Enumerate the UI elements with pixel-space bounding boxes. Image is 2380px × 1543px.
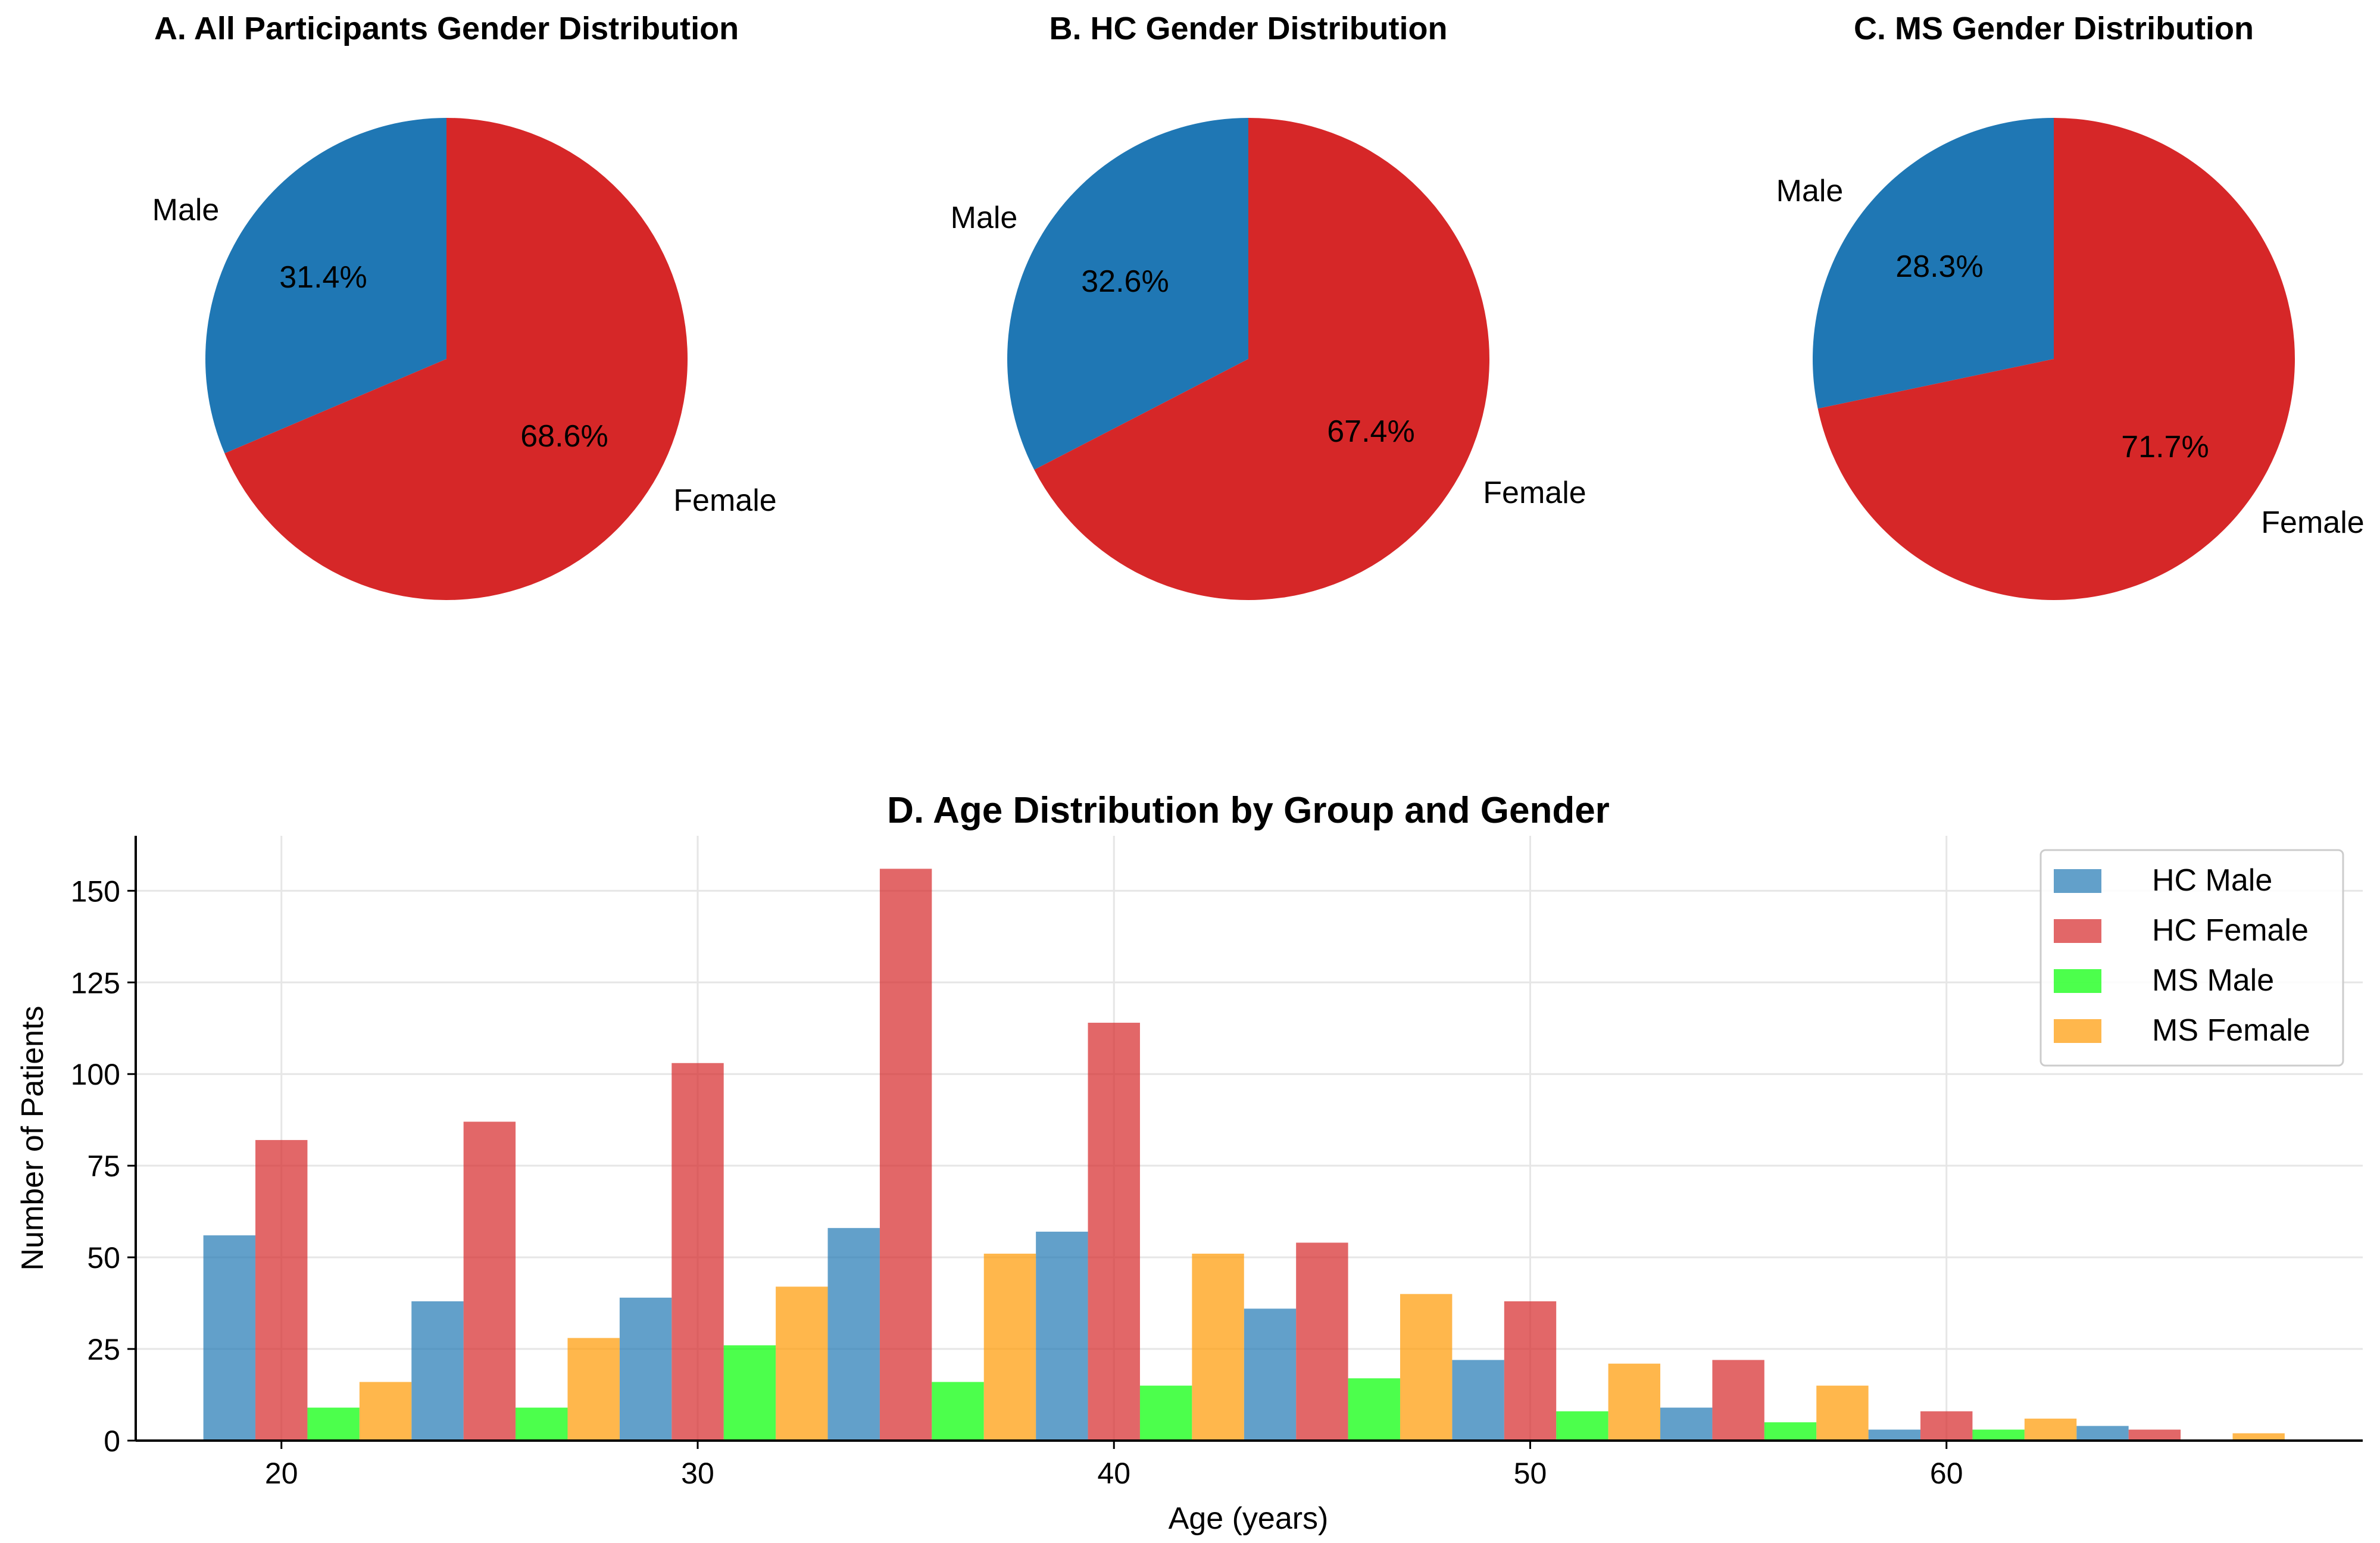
bar-hc-female bbox=[463, 1122, 516, 1441]
x-tick-label: 20 bbox=[265, 1457, 298, 1490]
legend-swatch bbox=[2054, 1019, 2101, 1043]
bar-ms-female bbox=[2232, 1433, 2285, 1441]
pie-percent-female: 67.4% bbox=[1327, 414, 1414, 449]
y-tick-label: 150 bbox=[71, 874, 120, 908]
bar-hc-male bbox=[411, 1301, 464, 1441]
bar-hc-female bbox=[1504, 1301, 1557, 1441]
bar-hc-male bbox=[1244, 1308, 1297, 1441]
bar-ms-female bbox=[1816, 1385, 1869, 1441]
pie-percent-male: 28.3% bbox=[1895, 249, 1983, 284]
bar-hc-male bbox=[203, 1235, 256, 1441]
pie-chart-ms: C. MS Gender Distribution Male Female 28… bbox=[1776, 11, 2365, 601]
bar-hc-female bbox=[255, 1140, 308, 1441]
pie-chart-hc: B. HC Gender Distribution Male Female 32… bbox=[951, 11, 1586, 600]
bar-hc-male bbox=[827, 1227, 880, 1441]
pie-label-female: Female bbox=[1483, 476, 1586, 510]
bar-ms-male bbox=[1348, 1378, 1400, 1441]
x-tick-label: 30 bbox=[681, 1457, 714, 1490]
chart-title: D. Age Distribution by Group and Gender bbox=[887, 790, 1610, 831]
bar-hc-male bbox=[1868, 1429, 1921, 1441]
bar-ms-female bbox=[983, 1253, 1036, 1441]
y-tick-label: 0 bbox=[104, 1425, 120, 1458]
pie-slice-male bbox=[1812, 118, 2054, 409]
age-distribution-bar-chart: D. Age Distribution by Group and Gender … bbox=[15, 790, 2363, 1536]
x-tick-label: 40 bbox=[1097, 1457, 1130, 1490]
pie-percent-female: 68.6% bbox=[520, 419, 608, 454]
y-tick-label: 75 bbox=[87, 1150, 120, 1183]
pie-label-male: Male bbox=[152, 193, 220, 227]
pie-label-male: Male bbox=[1776, 174, 1844, 208]
bar-ms-female bbox=[359, 1382, 412, 1441]
pie-title: B. HC Gender Distribution bbox=[1049, 11, 1447, 46]
legend-label: MS Female bbox=[2152, 1013, 2310, 1048]
legend-label: MS Male bbox=[2152, 963, 2274, 998]
legend: HC Male HC Female MS Male MS Female bbox=[2039, 849, 2344, 1067]
pie-title: C. MS Gender Distribution bbox=[1854, 11, 2254, 46]
x-tick-label: 50 bbox=[1514, 1457, 1547, 1490]
bar-ms-male bbox=[1556, 1411, 1608, 1441]
bar-hc-female bbox=[671, 1063, 724, 1441]
pie-chart-all-participants: A. All Participants Gender Distribution … bbox=[152, 11, 777, 601]
legend-swatch bbox=[2054, 969, 2101, 993]
legend-swatch bbox=[2054, 919, 2101, 943]
bar-hc-male bbox=[1660, 1407, 1713, 1441]
y-tick-label: 125 bbox=[71, 966, 120, 999]
bar-ms-female bbox=[1192, 1253, 1244, 1441]
bar-hc-female bbox=[1920, 1411, 1973, 1441]
pie-slice-female bbox=[1817, 118, 2295, 601]
bar-ms-male bbox=[723, 1345, 776, 1441]
bar-ms-female bbox=[1400, 1294, 1453, 1441]
legend-label: HC Female bbox=[2152, 913, 2309, 948]
bar-ms-male bbox=[1764, 1422, 1817, 1441]
pie-percent-male: 32.6% bbox=[1081, 264, 1169, 299]
bar-hc-female bbox=[1296, 1242, 1348, 1441]
bar-hc-male bbox=[2076, 1426, 2129, 1441]
y-axis-label: Number of Patients bbox=[15, 1005, 50, 1270]
y-ticks: 0 25 50 75 100 125 150 bbox=[71, 874, 136, 1458]
bar-hc-female bbox=[879, 869, 932, 1441]
pie-title: A. All Participants Gender Distribution bbox=[154, 11, 739, 46]
bars bbox=[203, 869, 2285, 1441]
legend-swatch bbox=[2054, 869, 2101, 893]
y-tick-label: 100 bbox=[71, 1058, 120, 1091]
pie-slice-female bbox=[1034, 118, 1489, 600]
x-tick-label: 60 bbox=[1930, 1457, 1963, 1490]
bar-ms-male bbox=[932, 1382, 984, 1441]
pie-slice-female bbox=[224, 118, 688, 601]
pie-slice-male bbox=[205, 118, 446, 454]
bar-hc-male bbox=[1452, 1360, 1504, 1441]
legend-frame bbox=[2039, 849, 2344, 1067]
bar-ms-female bbox=[776, 1286, 828, 1441]
bar-hc-male bbox=[1036, 1232, 1088, 1441]
bar-ms-male bbox=[1972, 1429, 2025, 1441]
bar-ms-male bbox=[1139, 1385, 1192, 1441]
bar-hc-female bbox=[2128, 1429, 2181, 1441]
pie-slice-male bbox=[1007, 118, 1248, 470]
x-axis-label: Age (years) bbox=[1169, 1501, 1329, 1536]
bar-ms-female bbox=[1608, 1363, 1661, 1441]
pie-percent-female: 71.7% bbox=[2121, 430, 2209, 464]
bar-ms-male bbox=[516, 1407, 568, 1441]
x-ticks: 20 30 40 50 60 bbox=[265, 1441, 1963, 1490]
legend-label: HC Male bbox=[2152, 863, 2272, 898]
y-tick-label: 50 bbox=[87, 1241, 120, 1275]
bar-ms-female bbox=[2024, 1419, 2077, 1441]
bar-hc-male bbox=[619, 1297, 672, 1441]
bar-ms-female bbox=[567, 1338, 620, 1441]
bar-ms-male bbox=[307, 1407, 360, 1441]
y-tick-label: 25 bbox=[87, 1333, 120, 1366]
bar-hc-female bbox=[1712, 1360, 1764, 1441]
pie-label-male: Male bbox=[951, 201, 1018, 235]
pie-label-female: Female bbox=[2261, 505, 2364, 540]
bar-hc-female bbox=[1088, 1023, 1140, 1441]
pie-percent-male: 31.4% bbox=[279, 260, 367, 295]
pie-label-female: Female bbox=[673, 483, 776, 518]
